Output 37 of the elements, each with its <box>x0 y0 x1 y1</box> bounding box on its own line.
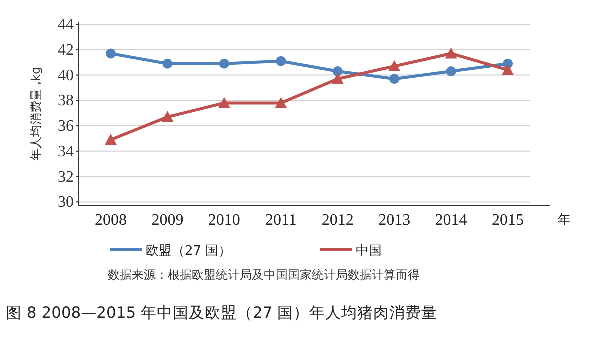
x-tick-label: 2011 <box>265 212 297 229</box>
y-tick-label: 44 <box>58 16 74 34</box>
y-tick-label: 42 <box>58 42 74 59</box>
point <box>162 111 174 122</box>
legend-label: 中国 <box>356 244 382 259</box>
x-tick-label: 2014 <box>435 212 468 229</box>
point <box>105 134 117 146</box>
point <box>106 48 116 59</box>
legend-label: 欧盟（27 国） <box>146 244 232 259</box>
point <box>445 48 458 59</box>
point <box>332 66 343 76</box>
point <box>388 60 401 72</box>
text: 图 8 2008—2015 年中国及欧盟（27 国）年人均猪肉消费量 <box>6 304 438 322</box>
point <box>218 97 230 108</box>
y-tick-label: 30 <box>58 194 74 212</box>
point <box>390 74 400 84</box>
x-tick-label: 2009 <box>152 212 184 229</box>
x-tick-label: 2013 <box>378 212 411 229</box>
point <box>275 97 288 108</box>
y-tick-label: 38 <box>58 92 74 110</box>
x-tick-label: 2015 <box>492 212 524 229</box>
point <box>162 58 173 69</box>
y-tick-label: 34 <box>58 143 74 160</box>
x-axis-title: 年 <box>558 213 571 228</box>
x-tick-label: 2012 <box>322 212 354 229</box>
y-tick-label: 40 <box>58 67 74 84</box>
point <box>332 73 344 84</box>
source-note: 数据来源：根据欧盟统计局及中国国家统计局数据计算而得 <box>108 268 420 282</box>
x-tick-label: 2008 <box>95 212 127 229</box>
point <box>219 58 230 69</box>
x-tick-label: 2010 <box>208 212 240 229</box>
y-tick-label: 32 <box>58 168 74 186</box>
point <box>276 56 286 66</box>
point <box>502 64 514 76</box>
point <box>446 66 456 76</box>
y-axis-title: 年人均消费量 ,kg <box>29 66 43 162</box>
y-tick-label: 36 <box>58 118 74 136</box>
